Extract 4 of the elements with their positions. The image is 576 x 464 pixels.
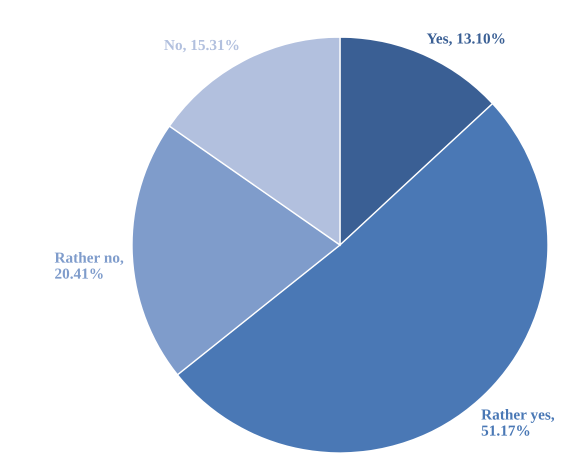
data-label: Rather no, 20.41%	[54, 252, 124, 279]
data-label: Yes, 13.10%	[426, 33, 504, 46]
data-label: No, 15.31%	[164, 40, 238, 52]
data-label: Rather yes, 51.17%	[481, 408, 554, 436]
